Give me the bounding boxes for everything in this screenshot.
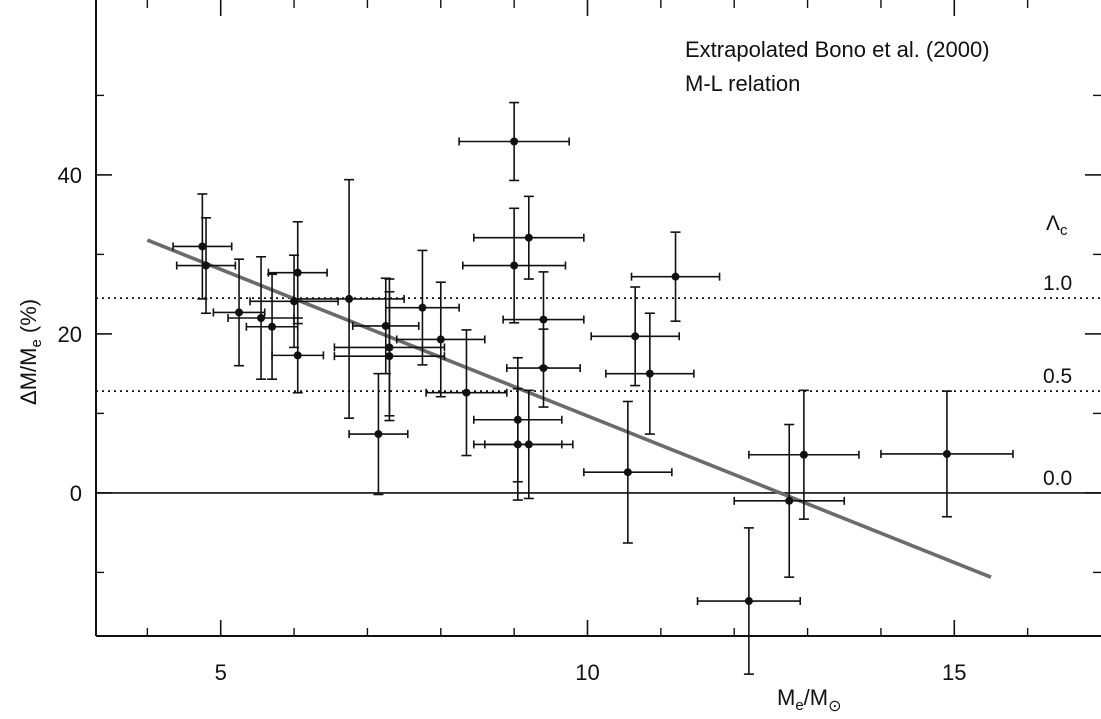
marker bbox=[623, 468, 632, 477]
data-point-28 bbox=[696, 527, 802, 675]
marker bbox=[198, 242, 207, 251]
reference-label-2: 0.0 bbox=[1043, 467, 1072, 490]
axes bbox=[95, 0, 1101, 637]
y-axis-title-rest: (%) bbox=[16, 299, 41, 339]
marker bbox=[510, 137, 519, 146]
y-axis-title: ΔM/Me (%) bbox=[16, 299, 45, 405]
x-axis-title-sub: e bbox=[795, 697, 803, 714]
data-point-20 bbox=[472, 195, 585, 280]
lambda-c-main: Λ bbox=[1046, 212, 1060, 235]
marker bbox=[418, 303, 427, 312]
data-point-12 bbox=[333, 290, 446, 422]
data-point-4 bbox=[245, 273, 299, 381]
data-point-13 bbox=[384, 249, 460, 366]
data-point-29 bbox=[733, 423, 846, 578]
marker bbox=[744, 597, 753, 606]
marker bbox=[257, 314, 266, 322]
data-point-14 bbox=[395, 281, 486, 398]
marker bbox=[539, 315, 548, 324]
marker bbox=[268, 322, 277, 331]
marker bbox=[645, 369, 654, 378]
data-point-9 bbox=[348, 372, 409, 496]
data-point-2 bbox=[212, 258, 266, 367]
marker bbox=[235, 308, 244, 317]
data-point-1 bbox=[175, 217, 237, 315]
marker bbox=[436, 335, 445, 344]
y-tick-label-40: 40 bbox=[58, 163, 82, 188]
marker bbox=[631, 332, 640, 341]
marker bbox=[524, 233, 533, 242]
x-axis-title-sep: /M bbox=[804, 685, 828, 710]
x-axis-title: Me/M⊙ bbox=[777, 685, 842, 715]
marker bbox=[381, 321, 390, 330]
marker bbox=[462, 388, 471, 397]
marker bbox=[293, 351, 302, 360]
ticks: 5 10 15 0 20 40 bbox=[58, 0, 1101, 685]
annotation-line-1: Extrapolated Bono et al. (2000) bbox=[685, 37, 990, 62]
marker bbox=[942, 449, 951, 458]
annotation-line-2: M-L relation bbox=[685, 71, 800, 96]
marker bbox=[785, 496, 794, 505]
x-axis-title-sub2: ⊙ bbox=[828, 698, 841, 715]
fit-line-group bbox=[146, 238, 992, 579]
marker bbox=[385, 352, 394, 361]
data-points bbox=[172, 101, 1014, 675]
data-point-27 bbox=[630, 231, 721, 322]
marker bbox=[524, 440, 533, 449]
reference-lines: 1.0 0.5 0.0 bbox=[96, 272, 1101, 494]
data-point-23 bbox=[502, 271, 585, 369]
marker bbox=[510, 261, 519, 270]
data-point-26 bbox=[605, 312, 695, 435]
data-point-15 bbox=[425, 329, 508, 457]
marker bbox=[671, 272, 680, 281]
marker bbox=[799, 450, 808, 459]
y-axis-title-sub: e bbox=[28, 339, 45, 347]
x-tick-label-5: 5 bbox=[215, 660, 227, 685]
marker bbox=[293, 268, 302, 277]
data-point-25 bbox=[590, 286, 680, 387]
marker bbox=[202, 261, 211, 270]
data-point-30 bbox=[748, 389, 860, 520]
y-tick-label-20: 20 bbox=[58, 322, 82, 347]
y-axis-title-main: ΔM/M bbox=[16, 348, 41, 405]
data-point-21 bbox=[483, 389, 574, 500]
y-tick-label-0: 0 bbox=[70, 481, 82, 506]
reference-label-0: 1.0 bbox=[1043, 272, 1072, 295]
fit-line bbox=[146, 238, 992, 579]
marker bbox=[345, 294, 354, 303]
x-tick-label-15: 15 bbox=[942, 660, 966, 685]
lambda-c-sub: c bbox=[1060, 222, 1068, 239]
data-point-17 bbox=[461, 207, 567, 324]
data-point-0 bbox=[172, 193, 233, 300]
data-point-8 bbox=[293, 178, 405, 419]
reference-label-1: 0.5 bbox=[1043, 365, 1072, 388]
data-point-7 bbox=[271, 317, 325, 394]
marker bbox=[374, 430, 383, 439]
lambda-c-label: Λc bbox=[1046, 212, 1068, 239]
data-point-31 bbox=[880, 390, 1014, 518]
x-axis-title-main: M bbox=[777, 685, 795, 710]
data-point-16 bbox=[458, 101, 570, 182]
x-tick-label-10: 10 bbox=[575, 660, 599, 685]
data-point-24 bbox=[583, 400, 673, 544]
